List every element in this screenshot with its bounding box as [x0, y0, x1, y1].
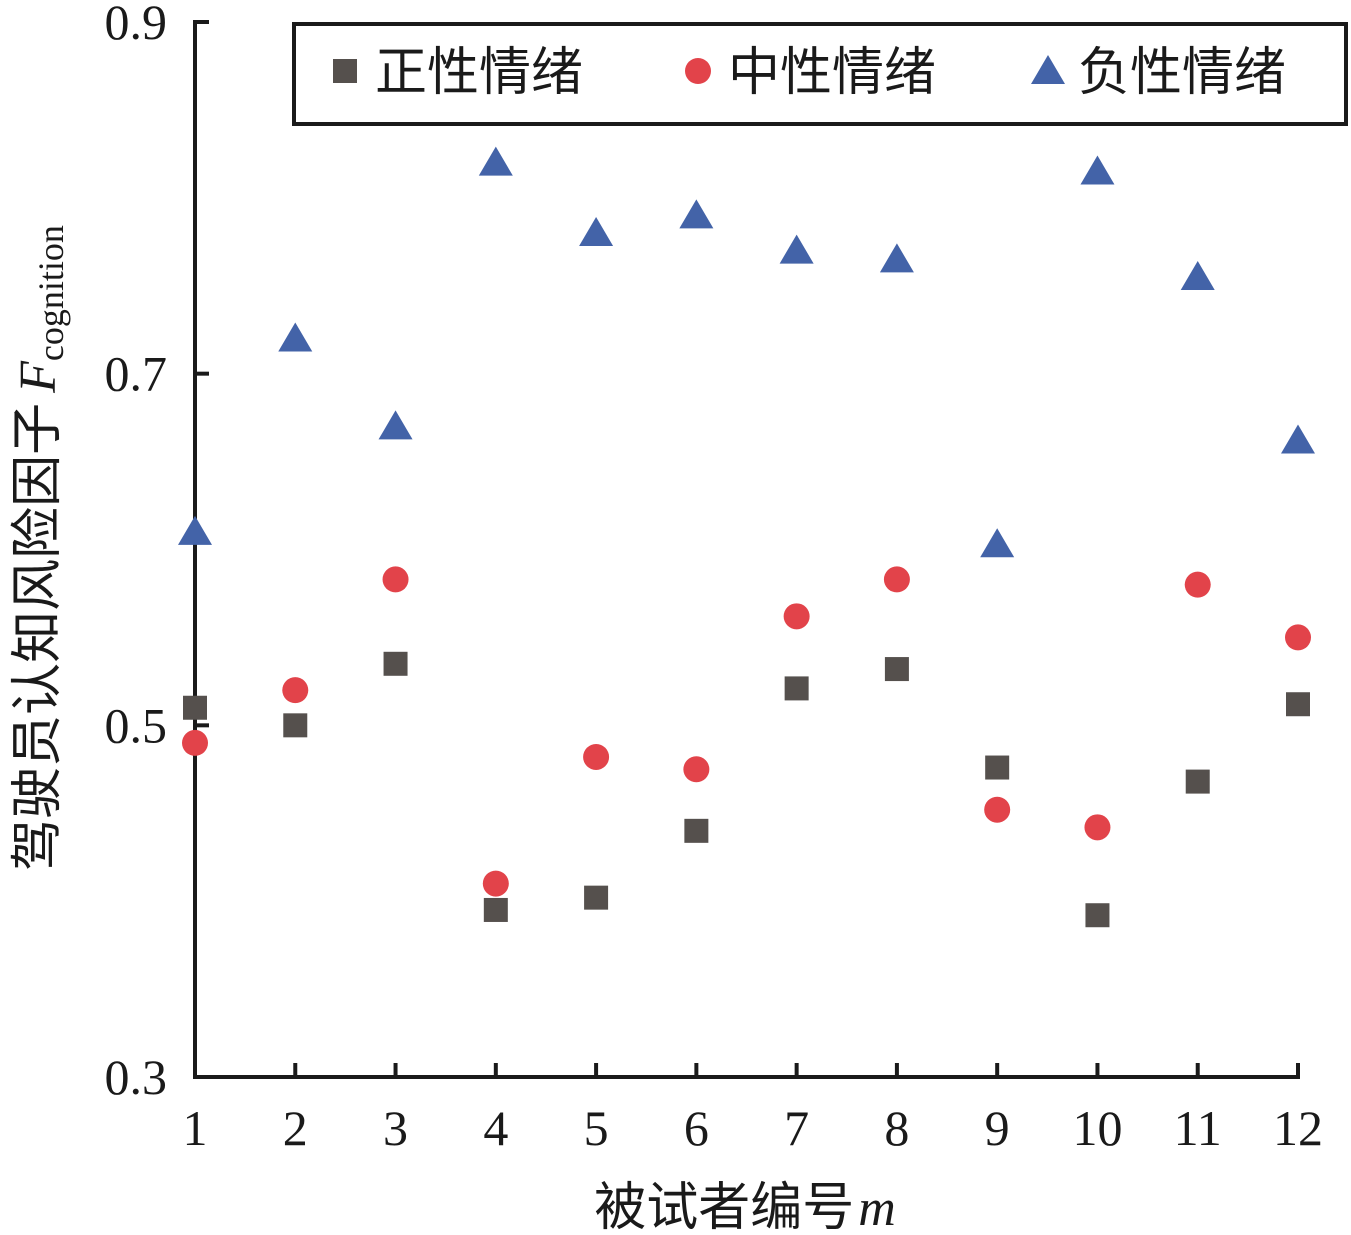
axes: [193, 20, 1300, 1079]
legend-item: 中性情绪: [685, 43, 936, 103]
point-circle: [1285, 624, 1311, 651]
point-square: [884, 657, 909, 682]
y-axis-variable: F: [10, 360, 67, 394]
x-axis-variable: m: [858, 1180, 896, 1235]
data-points: [178, 146, 1315, 928]
legend: 正性情绪 中性情绪 负性情绪: [292, 22, 1348, 126]
point-triangle: [378, 410, 413, 440]
series-triangle: [178, 146, 1315, 558]
point-circle: [783, 603, 810, 630]
y-axis-title: 驾驶员认知风险因子 Fcognition: [8, 225, 71, 871]
x-tick-label: 7: [784, 1100, 809, 1156]
point-triangle: [879, 243, 914, 273]
point-circle: [984, 796, 1011, 823]
point-circle: [482, 870, 509, 897]
x-tick-label: 4: [483, 1100, 508, 1156]
y-axis-title-text: 驾驶员认知风险因子: [8, 403, 68, 871]
point-circle: [282, 677, 309, 704]
point-circle: [583, 743, 610, 770]
legend-label: 中性情绪: [728, 43, 936, 103]
point-square: [483, 897, 508, 922]
point-square: [684, 818, 709, 843]
series-circle: [182, 566, 1311, 897]
point-triangle: [1281, 424, 1315, 454]
legend-marker-triangle: [1031, 55, 1065, 84]
legend-label: 正性情绪: [375, 43, 583, 103]
point-square: [383, 651, 408, 676]
x-tick-label: 11: [1174, 1100, 1222, 1156]
point-triangle: [980, 528, 1015, 558]
point-circle: [1084, 814, 1111, 841]
x-axis-title-text: 被试者编号: [594, 1178, 854, 1235]
y-tick-label: 0.5: [105, 697, 168, 753]
legend-item: 正性情绪: [333, 43, 583, 103]
legend-marker-square: [333, 59, 357, 83]
legend-marker-circle: [685, 58, 711, 84]
point-circle: [1184, 571, 1211, 598]
legend-label: 负性情绪: [1078, 43, 1286, 103]
point-square: [784, 676, 809, 701]
point-triangle: [178, 515, 212, 545]
point-triangle: [779, 234, 814, 264]
y-axis-variable-subscript: cognition: [31, 225, 71, 361]
x-tick-label: 8: [884, 1100, 909, 1156]
point-triangle: [478, 146, 513, 176]
x-axis-title: 被试者编号m: [594, 1178, 896, 1235]
x-tick-label: 1: [183, 1100, 208, 1156]
point-square: [1286, 692, 1310, 717]
x-tick-label: 3: [383, 1100, 408, 1156]
ticks: 0.30.50.70.91 2 3 4 5 6 7 8 9 10 11 12: [105, 0, 1324, 1156]
x-tick-label: 6: [684, 1100, 709, 1156]
point-square: [1185, 769, 1210, 794]
point-circle: [182, 729, 208, 756]
legend-item: 负性情绪: [1031, 43, 1286, 103]
point-square: [985, 755, 1010, 780]
y-tick-label: 0.9: [105, 0, 168, 50]
x-tick-label: 10: [1072, 1100, 1122, 1156]
point-circle: [382, 566, 409, 593]
point-square: [584, 885, 609, 910]
point-square: [183, 695, 207, 720]
point-circle: [883, 566, 910, 593]
point-triangle: [1080, 155, 1115, 185]
legend-box: [292, 22, 1348, 126]
y-tick-label: 0.7: [105, 346, 168, 402]
point-triangle: [1180, 260, 1215, 290]
x-tick-label: 2: [283, 1100, 308, 1156]
point-square: [283, 713, 308, 738]
point-square: [1085, 903, 1110, 928]
point-circle: [683, 756, 710, 783]
series-square: [183, 651, 1310, 928]
point-triangle: [579, 217, 614, 246]
x-tick-label: 9: [985, 1100, 1010, 1156]
point-triangle: [679, 199, 714, 229]
x-tick-label: 5: [584, 1100, 609, 1156]
x-tick-label: 12: [1273, 1100, 1323, 1156]
point-triangle: [278, 322, 313, 352]
y-tick-label: 0.3: [105, 1049, 168, 1105]
